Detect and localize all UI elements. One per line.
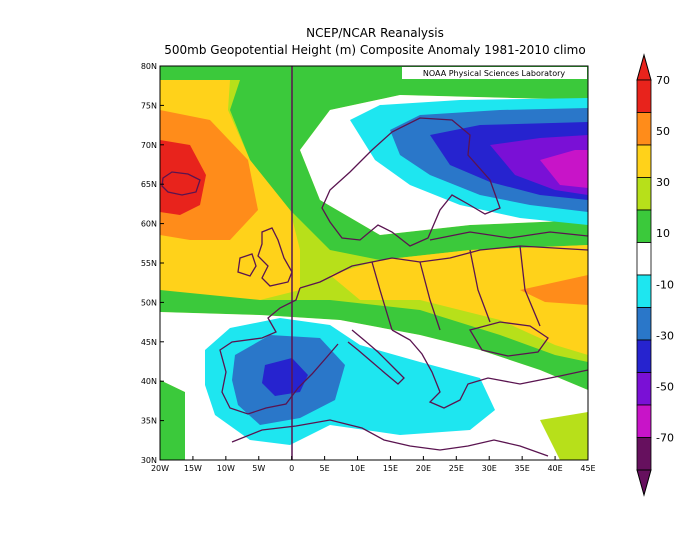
lat-tick-label: 35N <box>141 417 157 426</box>
lat-tick-label: 65N <box>141 180 157 189</box>
lat-tick-label: 45N <box>141 338 157 347</box>
coastlines <box>161 117 588 457</box>
colorbar-label: -30 <box>656 329 674 342</box>
coast-ireland <box>237 253 257 277</box>
colorbar-label: -50 <box>656 380 674 393</box>
coast-balkans <box>391 329 588 409</box>
lat-axis: 30N 35N 40N 45N 50N 55N 60N 65N 70N 75N 80N <box>141 62 164 465</box>
colorbar-label: 50 <box>656 125 670 138</box>
lon-tick-label: 15W <box>184 464 202 473</box>
field-darkblue-south <box>262 358 308 396</box>
borders-interior <box>371 245 541 331</box>
anomaly-field <box>160 66 588 460</box>
coast-italy <box>347 329 405 385</box>
colorbar-label: -10 <box>656 278 674 291</box>
colorbar-swatch <box>636 437 652 471</box>
coast-black-sea <box>468 321 549 357</box>
field-green-north <box>160 66 588 260</box>
lon-tick-label: 5E <box>320 464 330 473</box>
lon-tick-label: 0 <box>289 464 294 473</box>
title-line-2: 500mb Geopotential Height (m) Composite … <box>164 43 586 57</box>
lon-tick-label: 15E <box>383 464 398 473</box>
credit-box <box>402 67 587 79</box>
colorbar-swatch <box>636 372 652 406</box>
colorbar-label: 30 <box>656 176 670 189</box>
lat-tick-label: 60N <box>141 220 157 229</box>
coast-north-africa <box>231 419 549 457</box>
lon-tick-label: 40E <box>547 464 562 473</box>
coast-north-europe <box>299 245 588 289</box>
border-baltic <box>429 231 588 241</box>
lon-tick-label: 10E <box>350 464 365 473</box>
colorbar: 70 50 30 10 -10 -30 -50 -70 <box>636 53 674 497</box>
field-green-south <box>160 290 588 390</box>
credit-label: NOAA Physical Sciences Laboratory <box>423 69 566 78</box>
colorbar-label: -70 <box>656 432 674 445</box>
title-line-1: NCEP/NCAR Reanalysis <box>306 26 444 40</box>
lat-tick-label: 55N <box>141 259 157 268</box>
coast-scandinavia <box>321 117 501 247</box>
lat-tick-label: 40N <box>141 377 157 386</box>
lon-tick-label: 5W <box>252 464 265 473</box>
coast-britain <box>257 227 293 287</box>
colorbar-swatch <box>636 339 652 373</box>
colorbar-swatch <box>636 209 652 243</box>
colorbar-top-arrow <box>636 53 652 81</box>
lat-tick-label: 30N <box>141 456 157 465</box>
lon-tick-label: 25E <box>449 464 464 473</box>
colorbar-label: 10 <box>656 227 670 240</box>
field-magenta-north <box>540 150 588 188</box>
field-red-west <box>160 140 206 215</box>
lat-tick-label: 70N <box>141 141 157 150</box>
lon-tick-label: 20W <box>151 464 169 473</box>
colorbar-swatch <box>636 404 652 438</box>
colorbar-swatch <box>636 112 652 146</box>
colorbar-swatch <box>636 242 652 276</box>
colorbar-swatch <box>636 274 652 308</box>
coast-iberia-france <box>219 287 339 415</box>
lon-axis: 20W 15W 10W 5W 0 5E 10E 15E 20E 25E 30E 35E 40E 45E <box>151 456 596 473</box>
lon-tick-label: 10W <box>217 464 235 473</box>
colorbar-swatch <box>636 144 652 178</box>
lon-tick-label: 45E <box>580 464 595 473</box>
colorbar-label: 70 <box>656 74 670 87</box>
colorbar-swatch <box>636 79 652 113</box>
coast-iceland <box>161 171 201 196</box>
colorbar-swatch <box>636 177 652 211</box>
lon-tick-label: 35E <box>515 464 530 473</box>
field-orange-east <box>520 275 588 305</box>
field-yellowgreen-southeast <box>540 412 588 460</box>
colorbar-bottom-arrow <box>636 469 652 497</box>
lat-tick-label: 50N <box>141 298 157 307</box>
lat-tick-label: 80N <box>141 62 157 71</box>
field-green-southwest <box>160 380 185 460</box>
lon-tick-label: 30E <box>482 464 497 473</box>
colorbar-swatch <box>636 307 652 341</box>
lat-tick-label: 75N <box>141 101 157 110</box>
lon-tick-label: 20E <box>416 464 431 473</box>
